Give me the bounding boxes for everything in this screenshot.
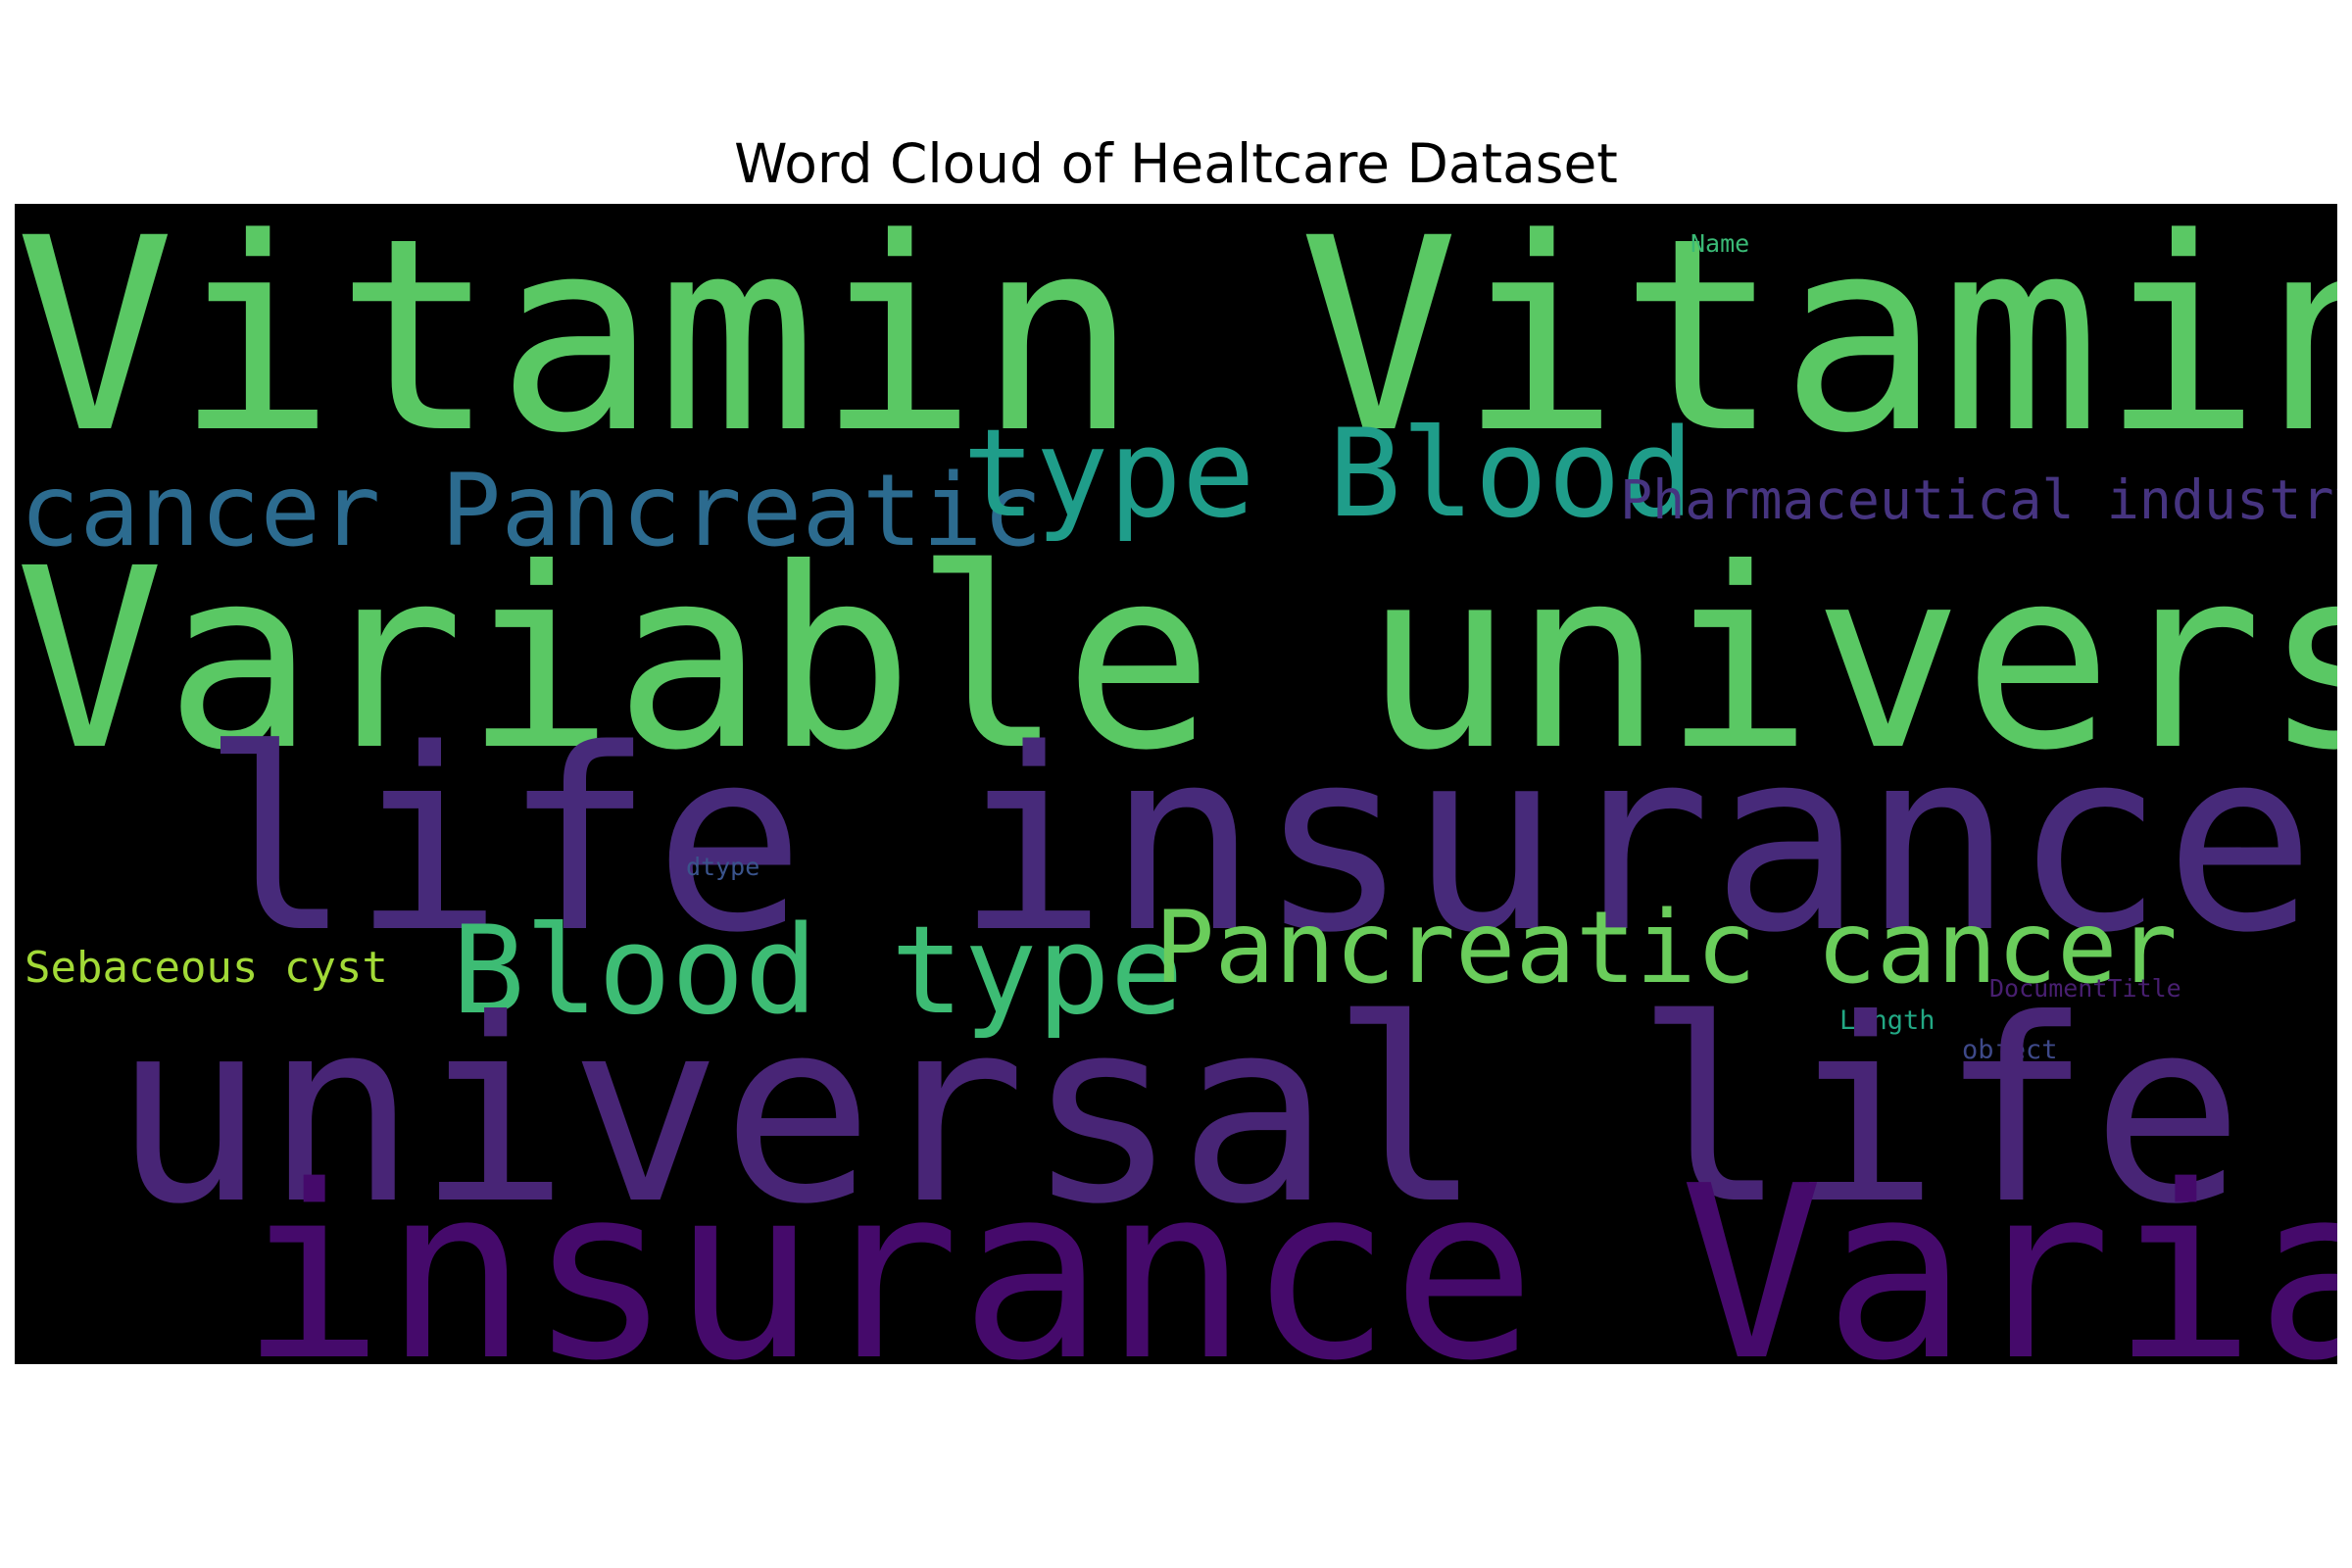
word-document-title: DocumentTitle (1989, 974, 2181, 1003)
word-length: Length (1839, 1005, 1936, 1036)
word-sebaceous-cyst: Sebaceous cyst (24, 943, 388, 993)
figure-title: Word Cloud of Healtcare Dataset (734, 132, 1618, 195)
word-cancer-pancreatic: cancer Pancreatic (20, 453, 1043, 569)
word-cloud: Vitamin Vitamin Name cancer Pancreatic t… (15, 204, 2337, 1364)
word-object: object (1962, 1035, 2058, 1065)
word-blood-type: Blood type (452, 901, 1184, 1042)
word-universal-life: universal life (113, 965, 2244, 1259)
word-pharmaceutical-industry: Pharmaceutical industry (1620, 468, 2337, 531)
word-insurance-variable: insurance Variable (240, 1135, 2337, 1364)
word-name: Name (1690, 229, 1750, 258)
word-variable-universal: Variable universal (15, 514, 2337, 805)
word-type-blood: type Blood (962, 404, 1694, 545)
word-vitamin-vitamin: Vitamin Vitamin (15, 204, 2337, 492)
word-pancreatic-cancer: Pancreatic cancer (1154, 890, 2178, 1006)
word-dtype: dtype (686, 853, 760, 881)
word-life-insurance: life insurance (201, 696, 2316, 988)
